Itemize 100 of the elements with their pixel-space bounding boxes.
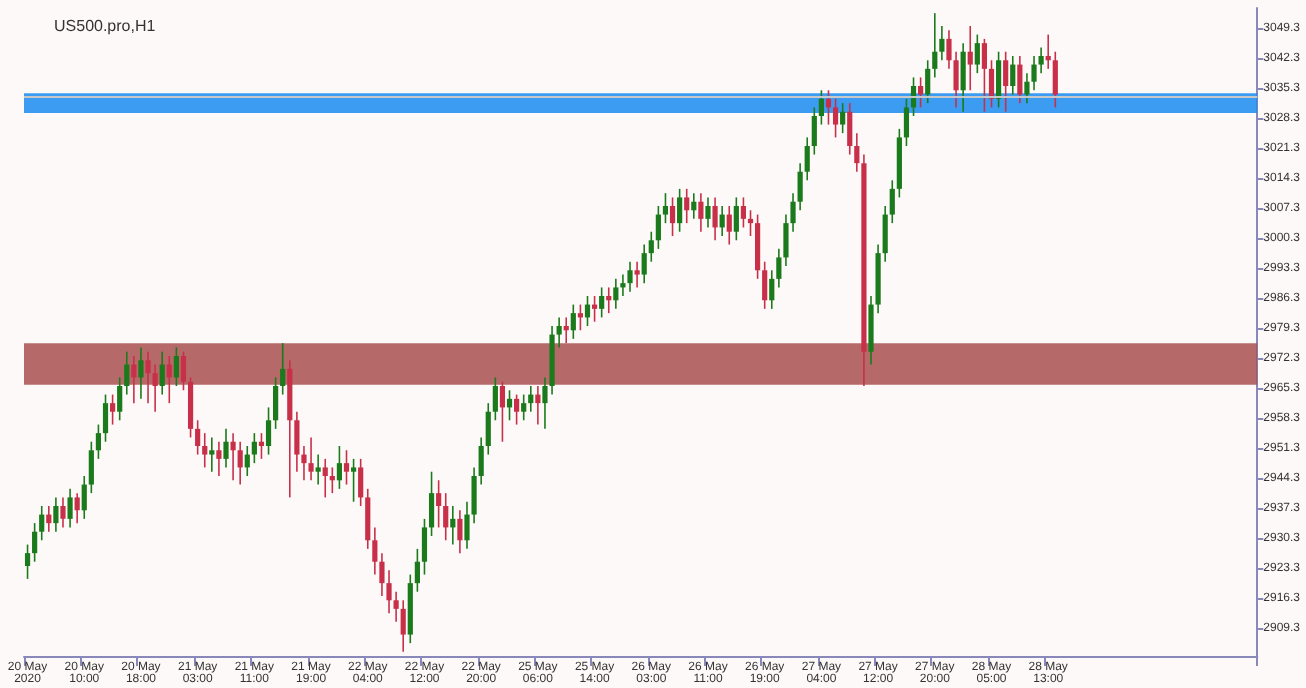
candlestick	[138, 346, 144, 400]
candlestick	[599, 286, 605, 319]
candlestick	[237, 440, 243, 486]
candlestick	[131, 355, 137, 404]
candlestick	[563, 316, 569, 344]
candlestick	[400, 599, 406, 653]
candlestick	[428, 470, 435, 537]
candlestick	[24, 543, 31, 580]
candlestick	[811, 106, 817, 156]
candlestick	[492, 376, 498, 422]
candlestick	[925, 59, 931, 104]
candlestick	[251, 432, 257, 464]
candlestick	[173, 346, 179, 387]
candlestick	[613, 278, 619, 310]
candlestick	[230, 432, 236, 482]
candlestick	[733, 196, 739, 242]
candlestick	[521, 393, 527, 422]
candlestick	[960, 42, 966, 113]
candlestick	[995, 50, 1002, 109]
candlestick	[53, 496, 59, 533]
candlestick	[627, 260, 633, 293]
candlestick	[32, 522, 38, 563]
candlestick	[1038, 46, 1044, 74]
candlestick	[81, 475, 87, 520]
candlestick	[655, 205, 661, 250]
candlestick	[740, 196, 747, 229]
candlestick	[102, 393, 109, 443]
candlestick	[124, 350, 130, 396]
candlestick	[88, 440, 94, 494]
candlestick	[698, 192, 704, 233]
candlestick	[273, 376, 279, 430]
candlestick	[159, 350, 165, 396]
candlestick	[343, 449, 350, 486]
candlestick	[1017, 55, 1023, 104]
candlestick	[719, 205, 725, 237]
candlestick	[712, 196, 718, 242]
candlestick	[223, 428, 229, 469]
candlestick	[634, 260, 640, 289]
candlestick	[669, 196, 676, 237]
candlestick	[421, 518, 428, 576]
candlestick	[117, 376, 123, 422]
candlestick	[705, 196, 711, 229]
candlestick	[280, 342, 286, 396]
text: US500.pro,H1	[54, 17, 157, 35]
candlestick	[152, 363, 158, 413]
candlestick	[60, 496, 66, 529]
candlestick	[443, 492, 449, 542]
candlestick	[202, 432, 208, 469]
candlestick	[187, 376, 194, 439]
candlestick	[39, 505, 45, 542]
candlestick	[591, 295, 598, 323]
candlestick	[258, 432, 265, 460]
candlestick	[747, 209, 754, 237]
candlestick	[981, 38, 988, 113]
candlestick	[514, 393, 520, 426]
candlestick	[358, 458, 364, 507]
candlestick	[457, 509, 463, 554]
candlestick	[662, 192, 669, 224]
candlestick	[322, 458, 328, 499]
candlestick	[308, 436, 314, 482]
candlestick	[677, 188, 683, 233]
candlestick	[315, 453, 321, 486]
candlestick	[840, 102, 846, 134]
candlestick	[336, 445, 343, 490]
candlestick	[762, 260, 768, 310]
candlestick	[903, 98, 910, 147]
candlestick	[1003, 50, 1009, 113]
candlestick	[755, 213, 761, 280]
candlestick	[265, 406, 272, 456]
candlestick	[918, 76, 924, 109]
candlestick	[110, 393, 116, 426]
candlestick	[1010, 55, 1016, 96]
candlestick	[216, 440, 222, 477]
candlestick	[209, 436, 215, 473]
candlestick	[1052, 50, 1058, 109]
candlestick	[832, 98, 839, 139]
candlestick	[684, 188, 690, 224]
candlestick	[436, 479, 442, 529]
candlestick	[584, 295, 591, 327]
candlestick	[74, 492, 80, 524]
candlestick	[67, 488, 73, 529]
candlestick	[726, 205, 732, 246]
candlestick	[499, 380, 506, 443]
candlestick	[974, 33, 980, 74]
candlestick	[818, 89, 824, 126]
candlestick	[414, 548, 420, 593]
candlestick	[95, 423, 102, 460]
candlestick	[350, 458, 357, 503]
candlestick	[244, 445, 250, 477]
candlestick	[329, 466, 335, 494]
candlestick	[195, 419, 201, 456]
candlestick	[166, 355, 172, 404]
candlestick	[847, 102, 853, 156]
candlestick	[570, 303, 576, 340]
candlestick	[180, 350, 187, 392]
candlestick	[606, 286, 612, 314]
candlestick	[988, 59, 995, 109]
candlestick	[577, 303, 583, 332]
candlestick	[145, 350, 151, 404]
candlestick	[967, 25, 973, 92]
